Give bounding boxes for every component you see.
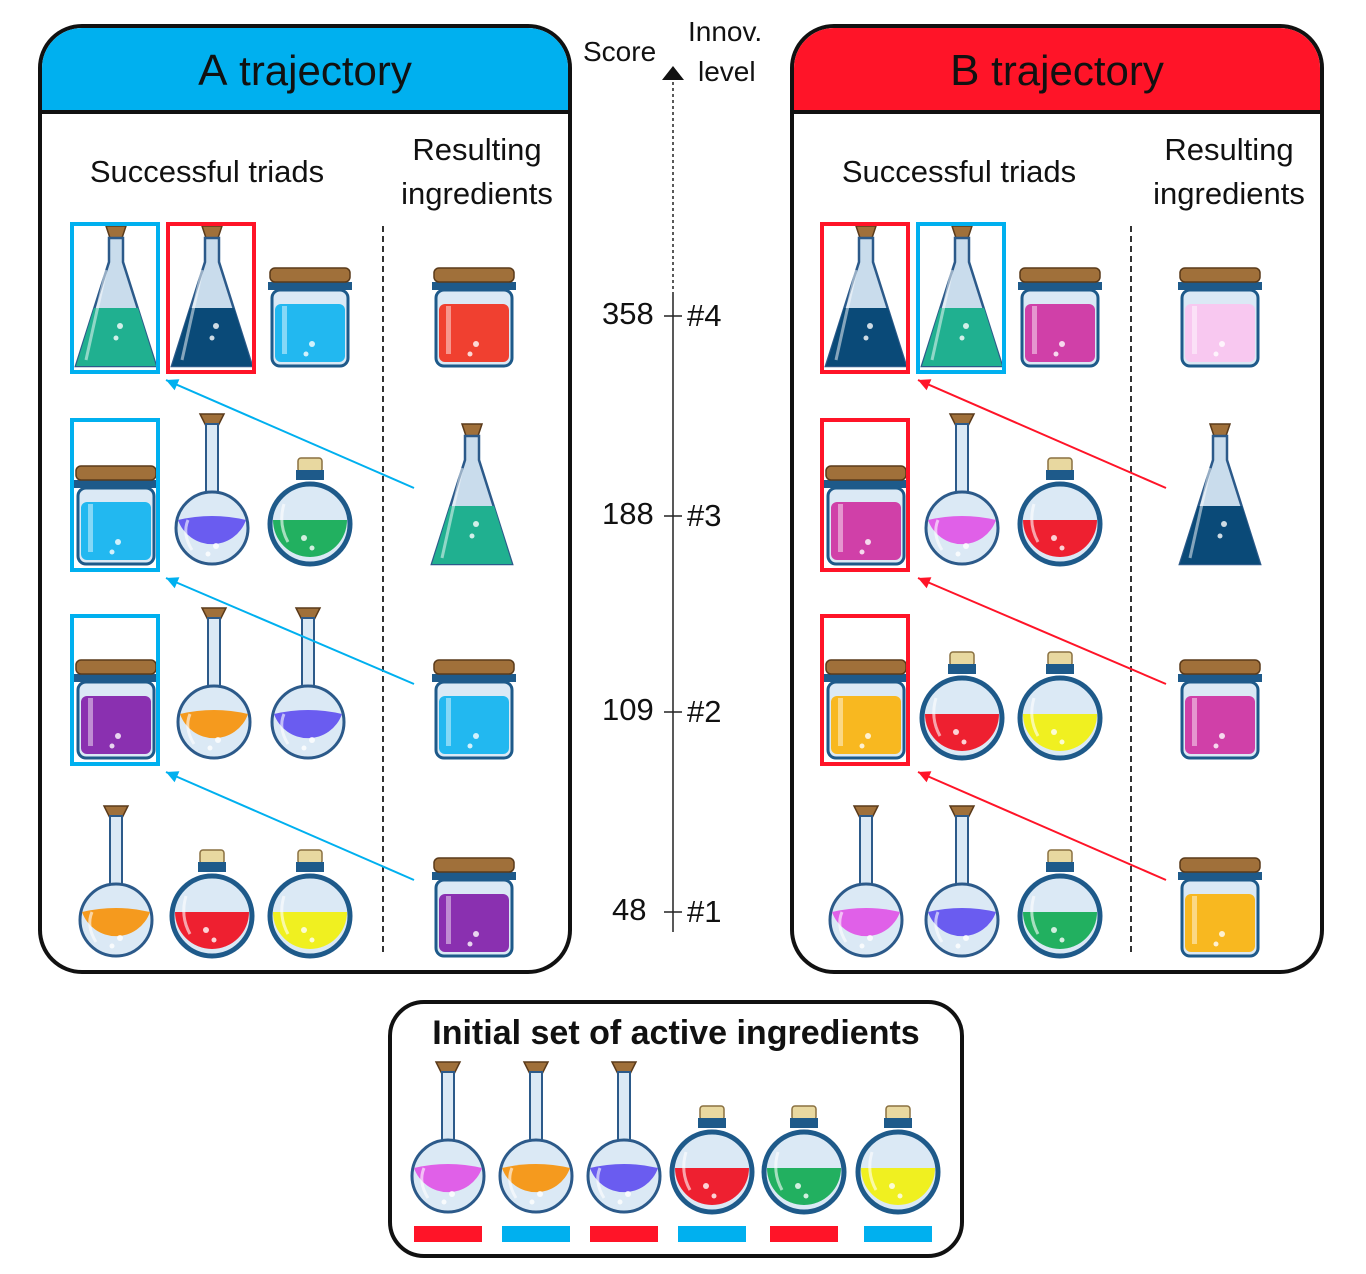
trajectory-a-header: A trajectory: [42, 28, 568, 114]
blue-long-flask-icon: [586, 1061, 662, 1214]
b-row1-blue-long-flask-icon: [924, 805, 1000, 958]
b-row1-green-round-flask-icon: [1017, 849, 1103, 959]
b-arrow-1-to-2: [917, 771, 1167, 881]
a-row4-result-red-jar-icon: [432, 267, 516, 368]
level-4: #4: [687, 298, 722, 333]
a-row3-blue-highlight: [70, 418, 160, 572]
level-2: #2: [687, 694, 722, 729]
b-row4-blue-highlight: [916, 222, 1006, 374]
trajectory-b-result-title-2: ingredients: [1153, 176, 1305, 211]
b-arrow-2-to-3: [917, 577, 1167, 685]
a-row3-cyan-jar-icon: [74, 465, 158, 566]
b-row2-yellow-round-flask-icon: [1017, 651, 1103, 761]
a-row3-result-teal-cone-flask-icon: [430, 423, 514, 566]
a-arrow-1-to-2: [165, 771, 415, 881]
trajectory-b-header: B trajectory: [794, 28, 1320, 114]
b-row4-pink-jar-icon: [1018, 267, 1102, 368]
b-row3-red-highlight: [820, 418, 910, 572]
a-row2-purple-jar-icon: [74, 659, 158, 760]
a-row2-orange-long-flask-icon: [176, 607, 252, 760]
b-row2-red-round-flask-icon: [919, 651, 1005, 761]
trajectory-b-word: trajectory: [991, 47, 1164, 94]
a-row2-blue-long-flask-icon: [270, 607, 346, 760]
trajectory-a-word: trajectory: [239, 47, 412, 94]
b-arrow-3-to-4: [917, 379, 1167, 489]
initial-marker-1: [414, 1226, 482, 1242]
trajectory-b-result-title-1: Resulting: [1164, 132, 1294, 167]
axis-arrow-head-icon: [662, 66, 684, 80]
trajectory-b-letter: B: [950, 46, 980, 95]
level-1: #1: [687, 894, 722, 929]
initial-marker-5: [770, 1226, 838, 1242]
a-row1-yellow-round-flask-icon: [267, 849, 353, 959]
a-row2-result-cyan-jar-icon: [432, 659, 516, 760]
initial-set-title: Initial set of active ingredients: [432, 1014, 920, 1052]
initial-marker-6: [864, 1226, 932, 1242]
a-arrow-2-to-3: [165, 577, 415, 685]
b-row3-pink-jar-icon: [824, 465, 908, 566]
a-row3-blue-long-flask-icon: [174, 413, 250, 566]
orange-long-flask-icon: [498, 1061, 574, 1214]
innov-axis-label-2: level: [698, 56, 756, 87]
b-row3-magenta-long-flask-icon: [924, 413, 1000, 566]
a-row2-blue-highlight: [70, 614, 160, 766]
initial-marker-2: [502, 1226, 570, 1242]
level-3: #3: [687, 498, 722, 533]
b-row2-red-highlight: [820, 614, 910, 766]
trajectory-b-triads-title: Successful triads: [841, 154, 1077, 189]
b-row4-teal-cone-flask-icon: [920, 225, 1004, 368]
a-arrow-3-to-4: [165, 379, 415, 489]
magenta-long-flask-icon: [410, 1061, 486, 1214]
score-4: 358: [602, 296, 654, 331]
b-row1-result-gold-jar-icon: [1178, 857, 1262, 958]
score-3: 188: [602, 496, 654, 531]
initial-marker-4: [678, 1226, 746, 1242]
initial-marker-3: [590, 1226, 658, 1242]
a-row3-green-round-flask-icon: [267, 457, 353, 567]
b-row2-gold-jar-icon: [824, 659, 908, 760]
trajectory-a-result-title-1: Resulting: [412, 132, 542, 167]
b-row4-result-lightpink-jar-icon: [1178, 267, 1262, 368]
b-row1-magenta-long-flask-icon: [828, 805, 904, 958]
b-row4-red-highlight: [820, 222, 910, 374]
trajectory-a-divider: [382, 226, 384, 952]
b-row3-result-navy-cone-flask-icon: [1178, 423, 1262, 566]
a-row4-blue-highlight: [70, 222, 160, 374]
trajectory-b-divider: [1130, 226, 1132, 952]
yellow-round-flask-icon: [855, 1105, 941, 1215]
innov-axis-label-1: Innov.: [688, 16, 763, 47]
initial-set-panel: Initial set of active ingredients: [388, 1000, 964, 1258]
trajectory-a-result-title-2: ingredients: [401, 176, 553, 211]
green-round-flask-icon: [761, 1105, 847, 1215]
a-row1-orange-long-flask-icon: [78, 805, 154, 958]
score-1: 48: [612, 892, 647, 927]
trajectory-a-letter: A: [198, 46, 228, 95]
a-row1-result-purple-jar-icon: [432, 857, 516, 958]
red-round-flask-icon: [669, 1105, 755, 1215]
b-row4-navy-cone-flask-icon: [824, 225, 908, 368]
score-2: 109: [602, 692, 654, 727]
trajectory-a-triads-title: Successful triads: [89, 154, 325, 189]
b-row2-result-pink-jar-icon: [1178, 659, 1262, 760]
a-row4-cyan-jar-icon: [268, 267, 352, 368]
score-axis-label: Score: [583, 36, 657, 67]
b-row3-red-round-flask-icon: [1017, 457, 1103, 567]
a-row4-red-highlight: [166, 222, 256, 374]
a-row1-red-round-flask-icon: [169, 849, 255, 959]
